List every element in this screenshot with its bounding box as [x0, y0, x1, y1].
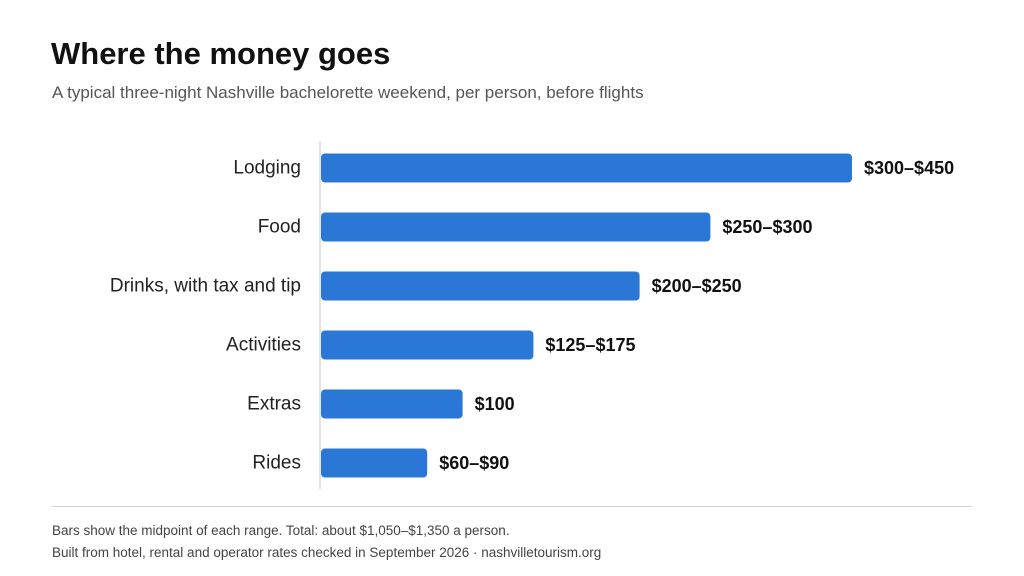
bar-food — [321, 212, 711, 242]
category-label-activities: Activities — [226, 335, 301, 356]
category-label-drinks-with-tax-and-tip: Drinks, with tax and tip — [110, 276, 301, 297]
category-label-food: Food — [258, 217, 301, 238]
value-label-drinks-with-tax-and-tip: $200–$250 — [652, 276, 742, 296]
bar-lodging — [321, 153, 852, 183]
category-label-extras: Extras — [247, 394, 301, 415]
value-label-food: $250–$300 — [722, 217, 812, 237]
chart-subtitle: A typical three-night Nashville bachelor… — [52, 83, 644, 102]
bar-drinks-with-tax-and-tip — [321, 271, 640, 301]
footnote-midpoint: Bars show the midpoint of each range. To… — [52, 523, 510, 538]
footnote-source: Built from hotel, rental and operator ra… — [52, 545, 602, 560]
footer-divider — [52, 506, 972, 507]
category-label-lodging: Lodging — [233, 158, 301, 179]
category-label-rides: Rides — [252, 453, 301, 474]
value-label-activities: $125–$175 — [545, 335, 635, 355]
chart-title: Where the money goes — [51, 36, 391, 71]
value-label-extras: $100 — [475, 394, 515, 414]
bar-extras — [321, 389, 463, 419]
bar-rides — [321, 448, 428, 478]
bar-activities — [321, 330, 534, 360]
value-label-lodging: $300–$450 — [864, 158, 954, 178]
bar-chart: Lodging $300–$450 Food $250–$300 Drinks, wit… — [110, 141, 954, 489]
value-label-rides: $60–$90 — [439, 453, 509, 473]
